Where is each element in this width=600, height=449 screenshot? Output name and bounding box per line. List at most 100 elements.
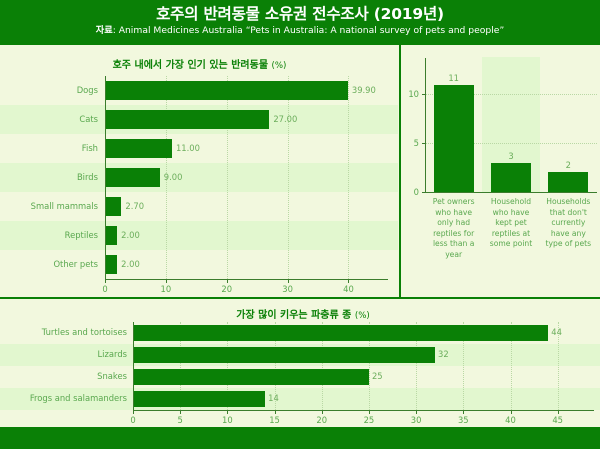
x-tick-label: 0 [102, 284, 108, 294]
y-tick-mark [422, 143, 425, 145]
chart-panel-reptile-species: 가장 많이 키우는 파충류 종 (%) Turtles and tortoise… [0, 299, 600, 427]
gridline-vertical [510, 322, 513, 410]
x-tick-mark [463, 411, 465, 414]
bar-value-label: 2.70 [125, 200, 145, 211]
row-band [0, 221, 398, 250]
chart1-title-unit: (%) [271, 61, 287, 71]
bar [548, 172, 589, 192]
bar-category-label: Frogs and salamanders [29, 393, 127, 403]
chart3-title: 가장 많이 키우는 파충류 종 (%) [0, 306, 600, 321]
gridline-vertical [557, 322, 560, 410]
bar [105, 139, 172, 158]
bar-category-label: Fish [81, 142, 98, 153]
bar-value-label: 32 [438, 349, 449, 359]
gridline-vertical [368, 322, 371, 410]
bar [433, 84, 474, 192]
x-category-label: Households that don't currently have any typ… [545, 197, 592, 248]
chart1-title: 호주 내에서 가장 인기 있는 반려동물 (%) [0, 56, 399, 71]
x-tick-mark [165, 280, 167, 283]
bar-category-label: Small mammals [30, 200, 98, 211]
gridline-vertical [227, 322, 229, 410]
x-tick-label: 10 [160, 284, 172, 294]
bar-value-label: 3 [508, 150, 514, 161]
x-tick-mark [557, 411, 559, 414]
bar [133, 325, 549, 341]
gridline-vertical [321, 322, 324, 410]
x-tick-label: 40 [505, 415, 516, 425]
row-band [0, 163, 398, 192]
gridline-vertical [226, 76, 229, 279]
source-line: 자료: Animal Medicines Australia “Pets in … [0, 24, 600, 38]
y-tick-mark [422, 94, 425, 96]
y-tick-label: 10 [408, 89, 419, 100]
gridline-horizontal [425, 94, 597, 96]
bar [133, 369, 369, 385]
x-tick-label: 25 [363, 415, 375, 425]
bar [133, 391, 266, 407]
x-tick-label: 30 [282, 284, 293, 294]
bar [133, 347, 435, 363]
bar-value-label: 9.00 [163, 171, 183, 182]
bar-value-label: 39.90 [351, 84, 376, 95]
y-tick-mark [422, 192, 425, 193]
gridline-vertical [274, 322, 277, 410]
bar [105, 168, 160, 187]
bar-category-label: Lizards [97, 349, 128, 359]
page-title: 호주의 반려동물 소유권 전수조사 (2019년) [156, 5, 444, 23]
x-tick-mark [368, 411, 370, 414]
x-category-label: Pet owners who have only had reptiles for le… [432, 197, 475, 259]
x-tick-mark [510, 411, 512, 414]
x-tick-mark [274, 411, 276, 414]
bar-value-label: 2.00 [121, 258, 140, 269]
bar-category-label: Reptiles [64, 229, 98, 240]
x-tick-mark [287, 280, 289, 283]
x-tick-label: 45 [552, 415, 564, 425]
bar-value-label: 27.00 [273, 113, 298, 124]
y-tick-label: 5 [413, 138, 419, 149]
bar [105, 255, 118, 274]
y-tick-label: 0 [413, 187, 419, 197]
bar-value-label: 2 [565, 160, 571, 171]
x-tick-label: 0 [130, 415, 136, 425]
source-label: 자료 [95, 25, 113, 36]
gridline-vertical [165, 76, 168, 279]
x-tick-mark [227, 411, 229, 414]
bar-value-label: 11.00 [175, 142, 200, 153]
gridline-vertical [287, 76, 290, 279]
y-axis-line [425, 58, 426, 192]
x-category-label: Household who have kept pet reptiles at some… [489, 197, 533, 248]
x-tick-mark [105, 280, 106, 283]
x-axis-line [105, 279, 388, 280]
y-axis-line [105, 76, 106, 279]
x-tick-label: 15 [269, 415, 280, 425]
y-axis-line [133, 322, 134, 410]
footer-bar [0, 427, 600, 449]
bar-value-label: 11 [448, 72, 459, 83]
chart3-title-unit: (%) [354, 311, 370, 321]
bar [105, 226, 118, 245]
chart1-title-text: 호주 내에서 가장 인기 있는 반려동물 [112, 60, 269, 71]
x-tick-label: 30 [410, 415, 422, 425]
bar [490, 162, 532, 192]
x-tick-label: 40 [343, 284, 354, 294]
bar-category-label: Birds [76, 171, 98, 182]
gridline-vertical [463, 322, 465, 410]
bar-category-label: Cats [79, 113, 98, 124]
gridline-vertical [348, 76, 350, 279]
x-tick-label: 20 [316, 415, 328, 425]
x-tick-mark [226, 280, 228, 283]
bar-category-label: Other pets [53, 258, 98, 269]
bar-value-label: 25 [371, 371, 383, 381]
chart3-title-text: 가장 많이 키우는 파충류 종 [236, 310, 352, 321]
bar-category-label: Dogs [76, 84, 98, 95]
header-banner: 호주의 반려동물 소유권 전수조사 (2019년) 자료: Animal Med… [0, 0, 600, 45]
x-tick-label: 5 [177, 415, 183, 425]
x-tick-mark [348, 280, 350, 283]
x-tick-label: 10 [222, 415, 233, 425]
bar-value-label: 14 [268, 393, 279, 403]
bar-value-label: 2.00 [121, 229, 140, 240]
x-tick-mark [133, 411, 134, 414]
x-tick-mark [180, 411, 182, 414]
x-tick-label: 20 [221, 284, 233, 294]
